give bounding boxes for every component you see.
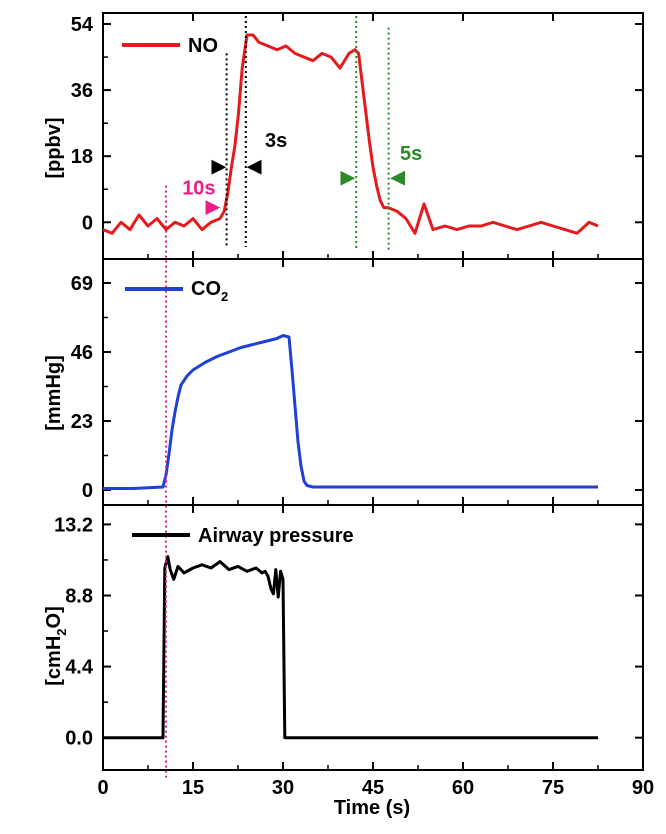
- series-line-airway: [103, 555, 598, 740]
- airway-ylabel-pre: [cmH: [43, 636, 65, 686]
- ytick-label-airway: 4.4: [65, 657, 94, 679]
- xtick-label: 75: [542, 777, 564, 799]
- panel-airway: 0.0 4.4 8.8 13.2: [54, 504, 644, 771]
- no-legend-label: NO: [188, 35, 218, 57]
- text-layer: [ppbv] [mmHg] [cmH2O] Time (s) NO CO2 Ai…: [43, 35, 410, 819]
- panel-frame-no: [102, 12, 644, 260]
- xtick-label: 90: [632, 777, 654, 799]
- annotation-5s: 5s: [400, 143, 422, 165]
- airway-ylabel-post: O]: [43, 606, 65, 628]
- panel-co2: 0 23 46 69: [71, 258, 644, 506]
- panels-layer: 0 18 36 54 0 23 46 69 0.0 4.4 8.8 13.2 0 15 30 45 60 75 90: [54, 12, 654, 799]
- series-line-no: [102, 33, 599, 235]
- x-axis-title: Time (s): [334, 797, 410, 819]
- annotation-10s: 10s: [182, 178, 215, 200]
- ytick-label-airway: 8.8: [65, 585, 93, 607]
- airway-ylabel-sub: 2: [54, 628, 69, 635]
- co2-legend-main: CO: [191, 278, 221, 300]
- xtick-label: 0: [97, 777, 108, 799]
- airway-ylabel: [cmH2O]: [43, 606, 69, 685]
- ytick-label-airway: 0.0: [65, 728, 93, 750]
- ytick-label-no: 0: [82, 212, 93, 234]
- ytick-label-no: 18: [71, 146, 93, 168]
- xtick-label: 45: [362, 777, 384, 799]
- xtick-label: 30: [272, 777, 294, 799]
- annotation-3s: 3s: [265, 130, 287, 152]
- annotations-layer: 10s 3s 5s: [165, 16, 422, 780]
- ytick-label-airway: 13.2: [54, 514, 93, 536]
- series-line-co2: [103, 334, 598, 490]
- co2-legend-sub: 2: [221, 289, 228, 304]
- ytick-label-co2: 23: [71, 411, 93, 433]
- co2-ylabel: [mmHg]: [43, 355, 65, 431]
- ytick-label-no: 36: [71, 80, 93, 102]
- xtick-label: 15: [182, 777, 204, 799]
- no-ylabel: [ppbv]: [43, 117, 65, 178]
- ytick-label-co2: 46: [71, 342, 93, 364]
- ytick-label-co2: 0: [82, 480, 93, 502]
- ytick-label-no: 54: [71, 14, 94, 36]
- co2-legend-label: CO2: [191, 278, 228, 304]
- ytick-label-co2: 69: [71, 273, 93, 295]
- xtick-label: 60: [452, 777, 474, 799]
- airway-legend-label: Airway pressure: [198, 525, 354, 547]
- panel-frame-airway: [102, 504, 644, 771]
